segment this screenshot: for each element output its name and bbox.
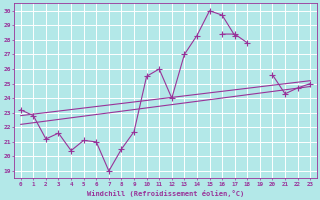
X-axis label: Windchill (Refroidissement éolien,°C): Windchill (Refroidissement éolien,°C) (87, 190, 244, 197)
